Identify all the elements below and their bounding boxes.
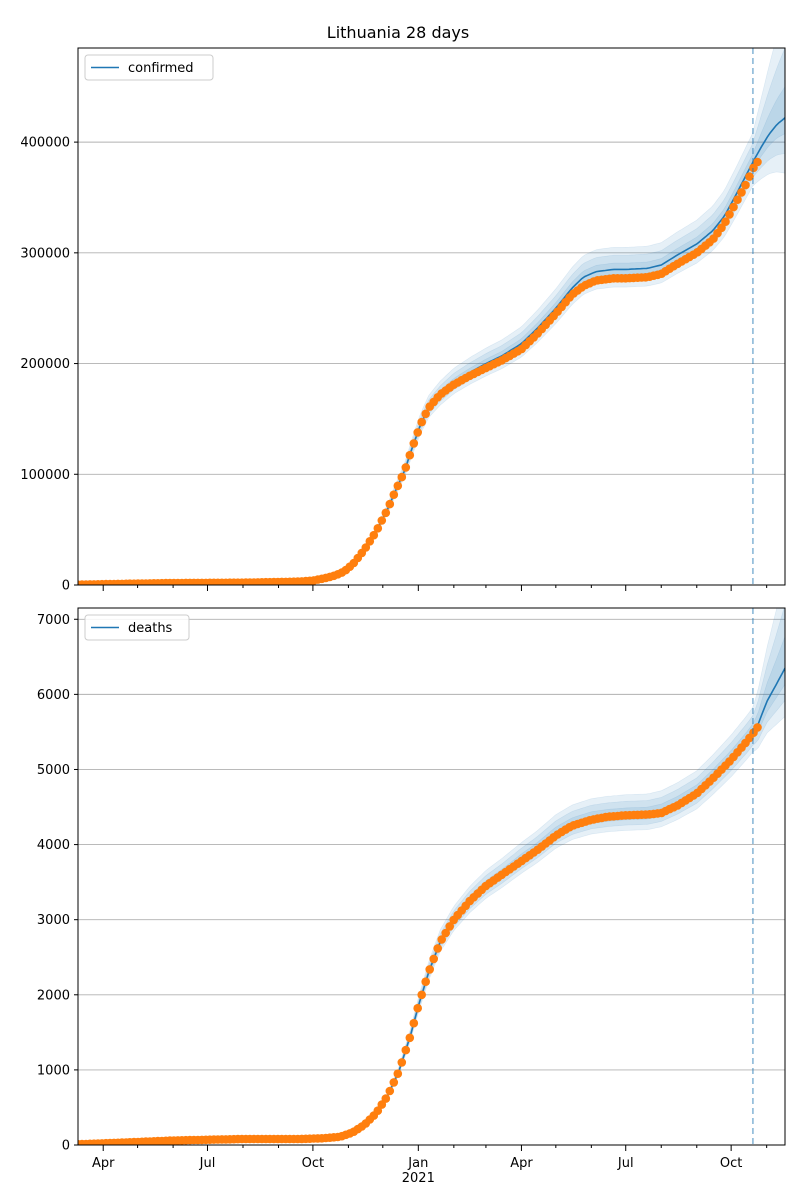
plot-area	[78, 608, 785, 1145]
figure-title: Lithuania 28 days	[327, 23, 469, 42]
observed-point-79	[389, 1078, 399, 1087]
observed-point-73	[365, 537, 375, 546]
legend-label: confirmed	[128, 61, 194, 76]
observed-point-170	[753, 723, 762, 732]
observed-point-86	[417, 990, 427, 1000]
observed-series	[78, 723, 762, 1145]
observed-point-167	[741, 180, 750, 190]
y-tick-label-2: 200000	[20, 357, 70, 372]
y-tick-label-3: 3000	[37, 913, 70, 928]
observed-point-168	[745, 172, 754, 181]
x-year-label: 2021	[402, 1171, 435, 1186]
y-tick-label-7: 7000	[37, 613, 70, 628]
x-tick-label-5: Jul	[617, 1156, 634, 1171]
observed-point-93	[445, 922, 455, 931]
observed-point-165	[733, 195, 742, 204]
y-tick-label-1: 100000	[20, 468, 70, 483]
observed-point-76	[377, 516, 387, 525]
legend-box	[84, 54, 214, 81]
observed-point-72	[361, 543, 371, 552]
observed-point-166	[737, 188, 746, 197]
y-tick-label-2: 2000	[37, 988, 70, 1003]
observed-point-170	[753, 157, 762, 167]
observed-point-86	[417, 417, 427, 427]
y-tick-label-3: 300000	[20, 246, 70, 261]
x-tick-label-4: Apr	[510, 1156, 533, 1171]
plot-area	[78, 48, 785, 585]
observed-point-75	[373, 524, 383, 533]
y-tick-label-4: 4000	[37, 838, 70, 853]
observed-point-164	[729, 202, 738, 212]
x-tick-label-1: Jul	[199, 1156, 216, 1171]
observed-point-162	[721, 217, 730, 226]
observed-point-84	[409, 1018, 419, 1028]
observed-point-85	[413, 1003, 423, 1013]
legend: confirmed	[84, 54, 214, 81]
observed-point-88	[425, 965, 435, 974]
legend: deaths	[84, 614, 190, 641]
observed-point-92	[441, 928, 451, 938]
observed-point-91	[437, 935, 447, 944]
observed-point-82	[401, 463, 411, 472]
observed-point-80	[393, 481, 403, 491]
observed-point-89	[429, 954, 439, 964]
observed-point-87	[421, 409, 431, 419]
x-tick-label-2: Oct	[302, 1156, 324, 1171]
observed-point-163	[725, 210, 734, 219]
observed-point-78	[385, 1086, 395, 1096]
observed-series	[78, 157, 762, 585]
observed-point-83	[405, 1033, 415, 1043]
observed-point-81	[397, 472, 407, 482]
observed-point-87	[421, 977, 431, 986]
observed-point-74	[369, 530, 379, 540]
x-tick-label-0: Apr	[92, 1156, 115, 1171]
y-tick-label-5: 5000	[37, 763, 70, 778]
observed-point-85	[413, 428, 423, 437]
y-tick-label-4: 400000	[20, 136, 70, 151]
observed-point-80	[393, 1069, 403, 1078]
y-tick-label-1: 1000	[37, 1063, 70, 1078]
y-tick-label-0: 0	[62, 1139, 70, 1154]
observed-point-77	[381, 508, 391, 518]
x-tick-label-3: Jan	[407, 1156, 428, 1171]
observed-point-82	[401, 1045, 411, 1055]
x-tick-label-6: Oct	[720, 1156, 742, 1171]
observed-point-83	[405, 450, 415, 460]
deaths-panel: 0 1000 2000 3000 4000 5000 6000 7000 Apr Jul Oct Ja…	[37, 607, 786, 1186]
legend-label: deaths	[128, 621, 173, 636]
axes-frame	[77, 607, 786, 1146]
observed-point-77	[381, 1094, 391, 1103]
y-tick-label-0: 0	[62, 579, 70, 594]
observed-point-81	[397, 1058, 407, 1067]
observed-point-84	[409, 439, 419, 448]
observed-point-78	[385, 499, 395, 509]
observed-point-79	[389, 490, 399, 500]
confirmed-panel: 0 100000 200000 300000 400000 confirmed	[20, 47, 786, 594]
legend-box	[84, 614, 190, 641]
observed-point-90	[433, 944, 443, 953]
y-tick-label-6: 6000	[37, 688, 70, 703]
observed-point-161	[717, 223, 726, 233]
observed-point-75	[373, 1106, 383, 1115]
axes-frame	[77, 47, 786, 586]
